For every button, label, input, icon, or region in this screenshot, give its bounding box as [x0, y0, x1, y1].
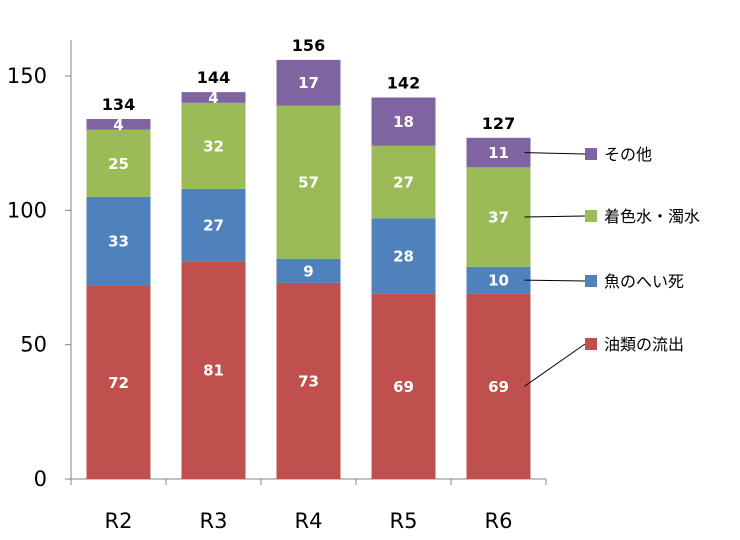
data-label: 37: [488, 209, 509, 227]
total-label: 134: [102, 95, 135, 114]
x-tick-label: R4: [295, 509, 323, 533]
legend-leader-line: [524, 279, 586, 282]
bar-segment: [181, 188, 246, 262]
bar-segment: [466, 293, 531, 479]
legend-label: その他: [604, 145, 652, 164]
bar-segment: [466, 266, 531, 294]
bar-segment: [276, 59, 341, 106]
legend-leader-line: [524, 215, 586, 218]
data-label: 10: [488, 272, 509, 290]
bar-segment: [276, 105, 341, 259]
data-label: 25: [108, 155, 129, 173]
bar-segment: [371, 145, 436, 219]
bar-segment: [371, 97, 436, 146]
data-label: 4: [208, 89, 218, 107]
data-label: 81: [203, 362, 224, 380]
total-label: 144: [197, 68, 230, 87]
data-label: 32: [203, 137, 224, 155]
bar-segment: [181, 261, 246, 479]
legend-label: 油類の流出: [604, 335, 684, 354]
data-label: 72: [108, 374, 129, 392]
bar-segment: [466, 137, 531, 168]
data-label: 69: [393, 378, 414, 396]
data-label: 28: [393, 248, 414, 266]
legend-label: 着色水・濁水: [604, 207, 700, 226]
data-label: 17: [298, 74, 319, 92]
bar-segment: [86, 129, 151, 197]
data-label: 9: [303, 262, 313, 280]
y-tick-label: 0: [34, 467, 47, 491]
bars: [86, 59, 531, 479]
y-tick-label: 50: [20, 333, 47, 357]
y-tick-label: 150: [7, 64, 47, 88]
total-label: 127: [482, 114, 515, 133]
legend-leader-line: [524, 343, 586, 387]
data-label: 69: [488, 378, 509, 396]
bar-segment: [86, 196, 151, 286]
y-tick-label: 100: [7, 198, 47, 222]
bar-segment: [371, 218, 436, 294]
bar-segment: [276, 282, 341, 479]
data-label: 27: [393, 174, 414, 192]
bar-segment: [466, 167, 531, 267]
data-label: 33: [108, 233, 129, 251]
legend-marker: [585, 148, 597, 160]
data-label: 73: [298, 372, 319, 390]
x-tick-label: R3: [200, 509, 228, 533]
x-tick-label: R2: [105, 509, 133, 533]
labels: 72 33 25 4 134 R2 81 27 32 4 144 R3 73 9 57 17 156 R4 69 28…: [102, 36, 515, 533]
x-tick-label: R6: [485, 509, 513, 533]
total-label: 142: [387, 73, 420, 92]
legend-marker: [585, 338, 597, 350]
bar-segment: [86, 285, 151, 479]
legend-leader-line: [524, 152, 586, 155]
x-tick-label: R5: [390, 509, 418, 533]
bar-segment: [86, 118, 151, 130]
bar-segment: [181, 102, 246, 189]
data-label: 18: [393, 113, 414, 131]
data-label: 11: [488, 144, 509, 162]
bar-segment: [276, 258, 341, 283]
legend-label: 魚のへい死: [604, 272, 684, 291]
legend-marker: [585, 275, 597, 287]
bar-segment: [181, 92, 246, 103]
legend-marker: [585, 210, 597, 222]
data-label: 4: [113, 116, 123, 134]
bar-segment: [371, 293, 436, 479]
total-label: 156: [292, 36, 325, 55]
data-label: 27: [203, 217, 224, 235]
data-label: 57: [298, 174, 319, 192]
